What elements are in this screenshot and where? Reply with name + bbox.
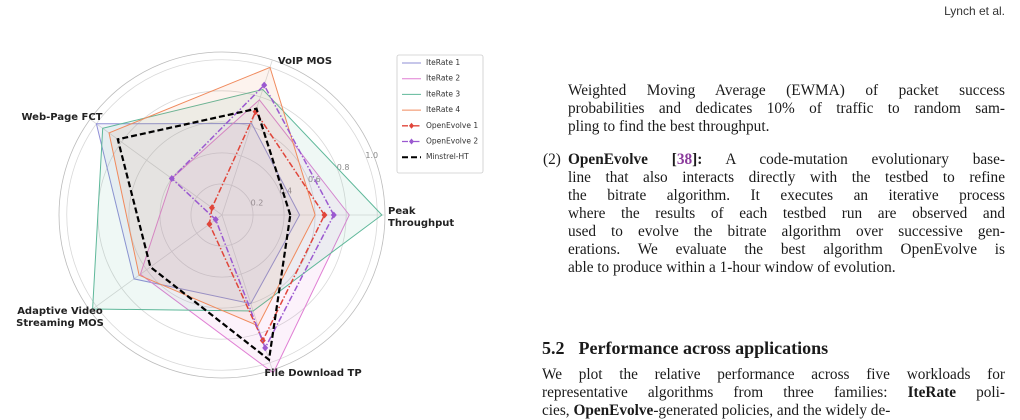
- text-line: where the results of each testbed run ar…: [568, 205, 1005, 223]
- data-point: [321, 211, 328, 219]
- r-tick-label: 0.4: [279, 187, 292, 196]
- radar-chart: 0.2 0.4 0.6 0.8 1.0 IteRate 1 IteRate 2 IteRate…: [58, 51, 484, 379]
- section-number: 5.2: [542, 338, 565, 358]
- text-line: OpenEvolve [38]: A code-mutation evoluti…: [568, 151, 1005, 169]
- paragraph: We plot the relative performance across …: [542, 366, 1005, 420]
- legend-marker: [409, 138, 414, 145]
- text-line: pling to find the best throughput.: [568, 118, 1005, 136]
- data-point: [212, 216, 219, 224]
- text-line: representative algorithms from three fam…: [542, 384, 1005, 402]
- text-span: OpenEvolve [: [568, 151, 677, 168]
- text-span: where the results of each testbed run ar…: [568, 205, 1005, 222]
- spoke: [89, 118, 223, 216]
- series-polygon: [108, 66, 316, 327]
- legend-label: Minstrel-HT: [426, 152, 469, 161]
- text-span: used to evolve the bitrate algorithm ove…: [568, 223, 1005, 240]
- r-tick-label: 1.0: [365, 151, 378, 160]
- text-span: able to produce within a 1-hour window o…: [568, 259, 896, 276]
- data-point: [262, 344, 269, 352]
- text-span: line that also interacts directly with t…: [568, 169, 1005, 186]
- text-line: cies, OpenEvolve-generated policies, and…: [542, 402, 1005, 420]
- text-line: used to evolve the bitrate algorithm ove…: [568, 223, 1005, 241]
- text-span: Weighted Moving Average (EWMA) of packet…: [568, 82, 1005, 99]
- series-polygon: [139, 99, 350, 374]
- text-line: line that also interacts directly with t…: [568, 169, 1005, 187]
- axis-label: VoIP MOS: [277, 56, 333, 67]
- text-span: -generated policies, and the widely de-: [653, 402, 891, 419]
- page: {"header": {"running_head": "Lynch et al…: [16, 4, 1005, 419]
- data-point: [261, 81, 268, 89]
- section-title: Performance across applications: [578, 338, 829, 358]
- text-line: We plot the relative performance across …: [542, 366, 1005, 384]
- list-marker: (2): [543, 151, 561, 168]
- legend-label: OpenEvolve 2: [426, 137, 478, 146]
- axis-label: Adaptive Video Streaming MOS: [16, 306, 104, 329]
- legend-marker: [409, 122, 414, 129]
- text-line: erations. We evaluate the best algorithm…: [568, 241, 1005, 259]
- legend-box: [396, 54, 484, 174]
- text-span: probabilities and dedicates 10% of traff…: [568, 100, 1005, 117]
- series-polygon: [95, 122, 301, 305]
- data-point: [330, 211, 337, 219]
- text-line: Weighted Moving Average (EWMA) of packet…: [568, 82, 1005, 100]
- text-span: pling to find the best throughput.: [568, 118, 770, 135]
- text-span: OpenEvolve: [573, 402, 654, 419]
- legend-label: IteRate 3: [426, 89, 460, 98]
- section-heading: 5.2 Performance across applications: [542, 338, 828, 359]
- text-span: the bitrate algorithm. It executes an it…: [568, 187, 1005, 204]
- data-point: [168, 175, 175, 183]
- data-point: [208, 204, 215, 212]
- r-tick-label: 0.2: [251, 199, 264, 208]
- text-span: We plot the relative performance across …: [542, 366, 1005, 383]
- r-tick-label: 0.8: [337, 163, 350, 172]
- text-line: the bitrate algorithm. It executes an it…: [568, 187, 1005, 205]
- text-span: 38: [676, 151, 693, 168]
- r-tick-label: 0.6: [308, 175, 321, 184]
- legend-label: IteRate 1: [426, 58, 460, 67]
- legend-label: OpenEvolve 1: [426, 121, 478, 130]
- text-span: A code-mutation evolutionary base-: [702, 151, 1005, 168]
- text-line: probabilities and dedicates 10% of traff…: [568, 100, 1005, 118]
- legend-label: IteRate 4: [426, 105, 460, 114]
- text-span: IteRate: [907, 384, 956, 401]
- data-point: [206, 220, 213, 228]
- axis-label: Web-Page FCT: [21, 112, 103, 123]
- axis-label: File Download TP: [264, 368, 362, 379]
- series-polygon: [116, 107, 292, 362]
- text-span: ]:: [692, 151, 703, 168]
- text-line: able to produce within a 1-hour window o…: [568, 259, 1005, 277]
- text-span: poli-: [956, 384, 1005, 401]
- running-head: Lynch et al.: [944, 4, 1005, 18]
- spoke: [89, 214, 223, 312]
- list-item: (2) OpenEvolve [38]: A code-mutation evol…: [543, 151, 1005, 277]
- text-span: erations. We evaluate the best algorithm…: [568, 241, 1005, 258]
- paragraph: Weighted Moving Average (EWMA) of packet…: [568, 82, 1005, 136]
- text-span: cies,: [542, 402, 574, 419]
- axis-label: Peak Throughput: [388, 206, 455, 229]
- legend-label: IteRate 2: [426, 74, 460, 83]
- text-span: representative algorithms from three fam…: [542, 384, 908, 401]
